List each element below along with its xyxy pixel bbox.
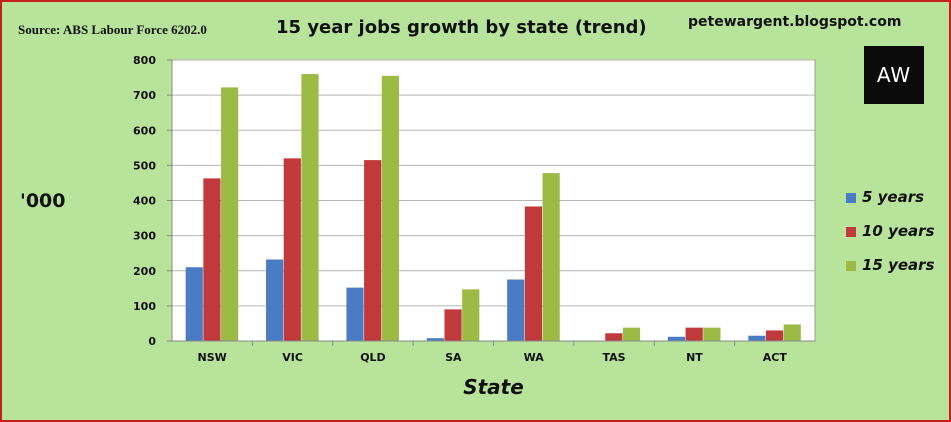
x-axis-title: State xyxy=(463,375,524,399)
y-tick-label: 0 xyxy=(148,335,156,348)
bar-act-5-years xyxy=(748,335,766,341)
bars xyxy=(185,74,801,342)
y-tick-label: 100 xyxy=(133,300,156,313)
bar-tas-15-years xyxy=(622,327,641,341)
bar-qld-5-years xyxy=(346,287,364,341)
y-tick-label: 500 xyxy=(133,159,156,172)
x-tick-label-sa: SA xyxy=(445,351,462,364)
x-tick-label-vic: VIC xyxy=(282,351,303,364)
x-tick-label-nt: NT xyxy=(686,351,703,364)
bar-nt-15-years xyxy=(703,327,721,341)
legend-swatch-5-years xyxy=(846,193,856,203)
y-tick-label: 300 xyxy=(133,230,156,243)
y-tick-label: 400 xyxy=(133,195,156,208)
x-tick-label-wa: WA xyxy=(524,351,545,364)
bar-nt-5-years xyxy=(667,336,686,341)
y-tick-label: 200 xyxy=(133,265,156,278)
bar-nsw-5-years xyxy=(185,267,203,341)
y-axis-unit-label: '000 xyxy=(20,190,66,212)
chart-title: 15 year jobs growth by state (trend) xyxy=(276,17,647,38)
bar-nsw-15-years xyxy=(221,87,239,342)
legend-label-5-years: 5 years xyxy=(862,188,925,206)
x-tick-label-nsw: NSW xyxy=(198,351,227,364)
bar-wa-5-years xyxy=(507,279,525,341)
bar-act-10-years xyxy=(765,330,784,341)
bar-sa-10-years xyxy=(444,309,462,341)
bar-act-15-years xyxy=(783,324,801,341)
bar-sa-5-years xyxy=(426,338,444,341)
bar-sa-15-years xyxy=(462,289,480,341)
x-tick-label-act: ACT xyxy=(763,351,788,364)
x-tick-label-tas: TAS xyxy=(603,351,626,364)
source-label: Source: ABS Labour Force 6202.0 xyxy=(18,22,207,37)
bar-vic-10-years xyxy=(283,158,301,341)
bar-qld-15-years xyxy=(381,75,399,342)
legend-swatch-15-years xyxy=(846,261,856,271)
y-tick-label: 600 xyxy=(133,124,156,137)
bar-nsw-10-years xyxy=(203,178,221,341)
bar-nt-10-years xyxy=(685,327,703,341)
y-tick-label: 800 xyxy=(133,54,156,67)
legend-label-15-years: 15 years xyxy=(862,256,935,274)
legend-label-10-years: 10 years xyxy=(862,222,935,240)
bar-vic-5-years xyxy=(266,259,284,341)
bar-wa-10-years xyxy=(524,206,543,341)
x-tick-label-qld: QLD xyxy=(360,351,386,364)
bar-qld-10-years xyxy=(364,160,382,341)
bar-vic-15-years xyxy=(301,74,319,342)
aw-logo: AW xyxy=(864,46,924,104)
legend-swatch-10-years xyxy=(846,227,856,237)
bar-wa-15-years xyxy=(542,173,560,341)
bar-tas-10-years xyxy=(605,333,623,341)
y-tick-label: 700 xyxy=(133,89,156,102)
axes: 0 100 200 300 400 500 600 700 800 NSW VIC QLD SA WA TA… xyxy=(133,54,815,364)
blog-url: petewargent.blogspot.com xyxy=(688,14,902,30)
